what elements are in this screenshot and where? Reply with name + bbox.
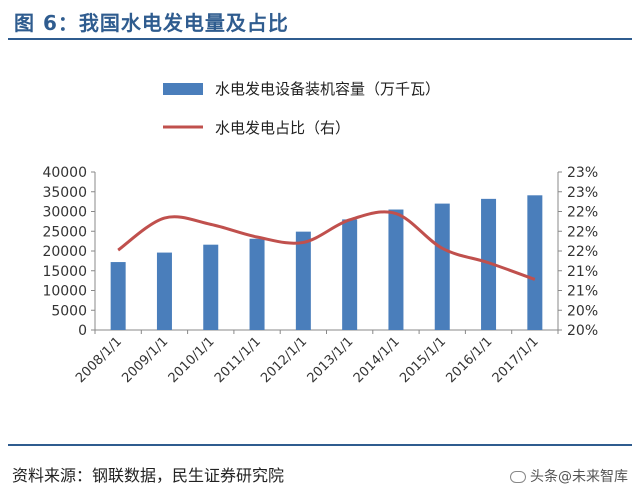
y-right-tick-label: 21% [567,284,598,300]
bar [203,244,219,330]
y-right-tick-label: 20% [567,323,598,339]
x-tick-label: 2016/1/1 [443,334,495,386]
bar [481,198,497,330]
y-right-tick-label: 23% [567,165,598,181]
figure-title: 图 6：我国水电发电量及占比 [14,11,289,35]
y-right-tick-label: 22% [567,205,598,221]
x-tick-label: 2014/1/1 [351,334,403,386]
bar [388,209,404,330]
y-left-tick-label: 5000 [51,303,87,319]
y-left-tick-label: 20000 [42,244,87,260]
bar [342,219,358,330]
figure-header: 图 6：我国水电发电量及占比 [0,0,640,42]
watermark: 头条@未来智库 [510,466,628,486]
chat-bubble-icon [510,471,526,483]
x-tick-label: 2012/1/1 [258,334,310,386]
y-right-tick-label: 22% [567,224,598,240]
bar [434,203,450,330]
bar [249,238,265,330]
y-left-tick-label: 40000 [42,165,87,181]
bar [295,231,311,330]
y-left-tick-label: 0 [78,323,87,339]
x-tick-label: 2010/1/1 [166,334,218,386]
bar [156,252,172,330]
y-left-tick-label: 10000 [42,284,87,300]
bar [527,195,543,330]
header-divider [8,38,632,40]
footer-divider [8,444,632,446]
y-right-tick-label: 21% [567,264,598,280]
share-line [117,210,536,281]
y-right-tick-label: 20% [567,303,598,319]
x-tick-label: 2009/1/1 [119,334,171,386]
x-tick-label: 2015/1/1 [397,334,449,386]
legend-bar-swatch [163,83,203,95]
y-left-tick-label: 30000 [42,205,87,221]
watermark-text: 头条@未来智库 [530,469,628,485]
y-left-tick-label: 35000 [42,185,87,201]
legend: 水电发电设备装机容量（万千瓦） 水电发电占比（右） [163,80,440,137]
chart: 水电发电设备装机容量（万千瓦） 水电发电占比（右） 0 5000 10000 1500… [42,80,598,386]
x-tick-label: 2017/1/1 [490,334,542,386]
y-right-tick-label: 22% [567,244,598,260]
y-left-tick-label: 25000 [42,224,87,240]
x-tick-label: 2011/1/1 [212,334,264,386]
x-tick-label: 2013/1/1 [305,334,357,386]
y-left-tick-label: 15000 [42,264,87,280]
x-tick-label: 2008/1/1 [73,334,125,386]
bar [110,262,126,330]
source-note: 资料来源：钢联数据，民生证券研究院 [12,466,285,485]
plot-area: 0 5000 10000 15000 20000 25000 30000 35000 40000… [42,165,598,386]
legend-line-label: 水电发电占比（右） [215,119,350,137]
y-right-tick-label: 23% [567,185,598,201]
legend-bar-label: 水电发电设备装机容量（万千瓦） [215,80,440,98]
